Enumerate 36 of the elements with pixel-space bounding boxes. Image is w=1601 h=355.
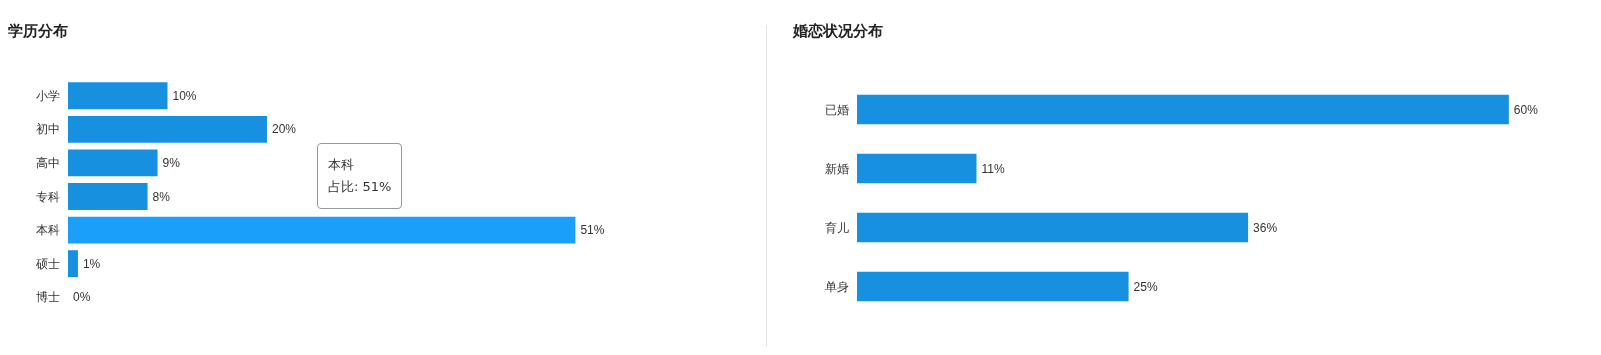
y-tick-label: 新婚 xyxy=(825,161,849,176)
data-label: 8% xyxy=(152,189,171,204)
data-label: 60% xyxy=(1513,102,1539,117)
data-label: 0% xyxy=(73,290,91,305)
y-tick-label: 已婚 xyxy=(825,102,849,117)
bar xyxy=(68,183,148,210)
bar xyxy=(68,250,78,278)
y-tick-label: 硕士 xyxy=(35,256,60,271)
data-label: 36% xyxy=(1253,220,1278,235)
bar xyxy=(68,115,267,143)
y-tick-label: 专科 xyxy=(36,189,60,204)
chart-title: 婚恋状况分布 xyxy=(793,22,883,41)
y-tick-label: 高中 xyxy=(36,155,60,170)
y-tick-label: 初中 xyxy=(36,122,60,137)
y-tick-label: 博士 xyxy=(36,290,60,305)
data-label: 11% xyxy=(981,161,1005,176)
data-label: 1% xyxy=(82,256,101,271)
bar xyxy=(68,216,576,244)
y-tick-label: 本科 xyxy=(36,223,60,238)
bar xyxy=(857,153,977,184)
bar xyxy=(857,271,1129,302)
annotation: 占比: 51% xyxy=(328,178,392,196)
data-label: 9% xyxy=(162,155,181,170)
data-label: 25% xyxy=(1133,279,1158,294)
annotation: 本科 xyxy=(328,156,355,174)
data-label: 20% xyxy=(271,122,297,137)
data-label: 51% xyxy=(580,223,605,238)
y-tick-label: 育儿 xyxy=(825,220,849,235)
data-label: 10% xyxy=(172,88,197,103)
bar xyxy=(68,82,168,110)
y-tick-label: 小学 xyxy=(36,88,60,103)
bar xyxy=(857,212,1249,243)
y-tick-label: 单身 xyxy=(825,279,849,294)
bar xyxy=(68,149,158,177)
bar xyxy=(857,94,1509,125)
chart-title: 学历分布 xyxy=(8,22,68,41)
